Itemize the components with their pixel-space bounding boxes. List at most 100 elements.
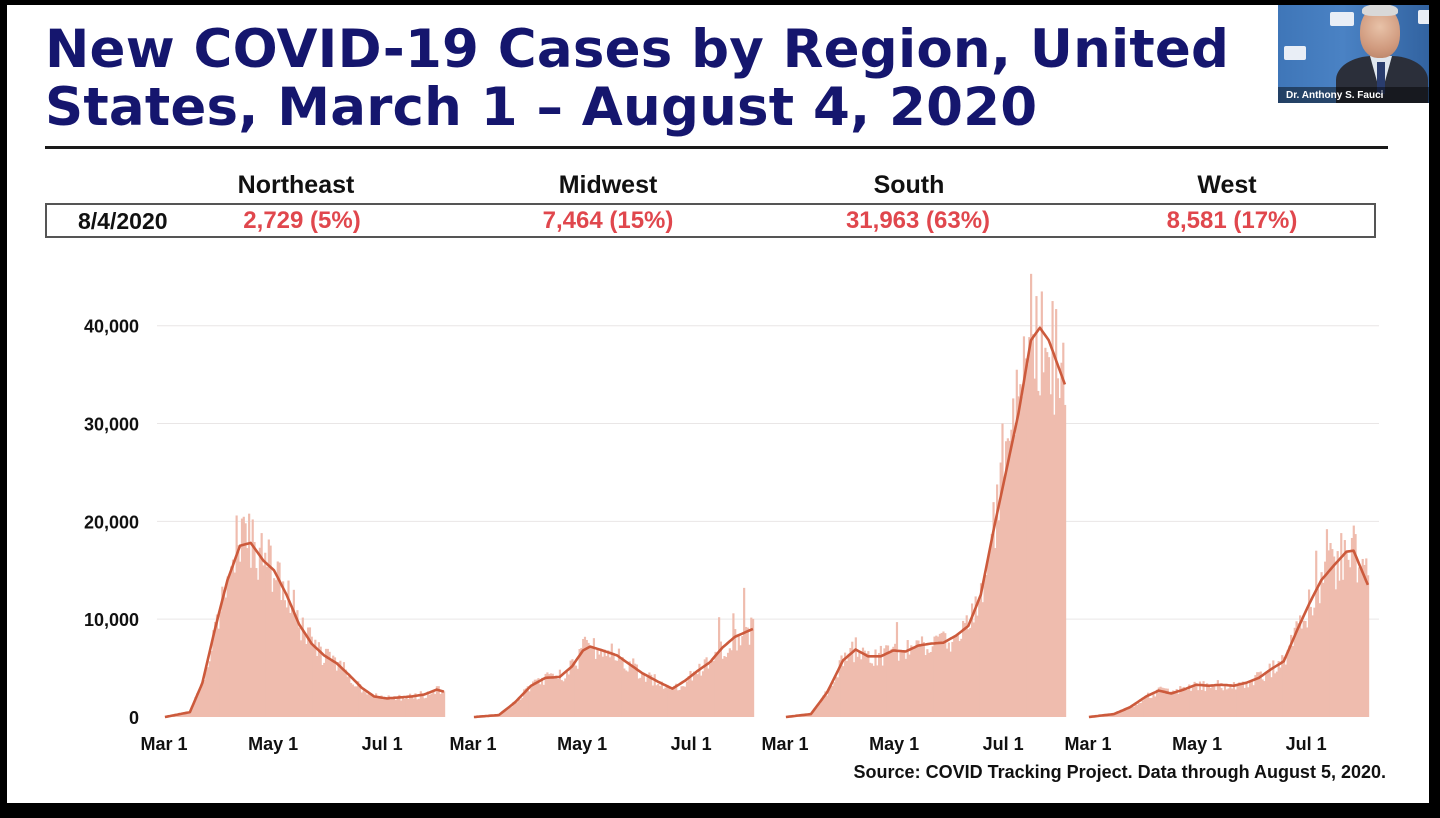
daily-bar: [276, 561, 279, 717]
daily-bar: [401, 697, 405, 717]
daily-bar: [1352, 525, 1355, 717]
daily-bar: [867, 651, 870, 717]
daily-bar: [1290, 634, 1293, 717]
daily-bar: [659, 686, 662, 717]
daily-bar: [641, 673, 644, 717]
daily-bar: [333, 657, 337, 717]
daily-bar: [1134, 702, 1137, 717]
daily-bar: [499, 713, 503, 717]
daily-bar: [1354, 534, 1357, 717]
daily-bar: [539, 684, 542, 717]
daily-bar: [651, 685, 655, 717]
daily-bar: [403, 698, 406, 717]
daily-bar: [380, 695, 383, 717]
daily-bar: [1248, 680, 1252, 717]
daily-bar: [845, 660, 848, 717]
daily-bar: [1365, 558, 1368, 717]
daily-bar: [260, 533, 263, 717]
daily-bar: [1359, 566, 1363, 717]
daily-bar: [874, 649, 877, 717]
daily-bar: [851, 641, 854, 717]
daily-bar: [601, 656, 604, 717]
daily-bar: [676, 690, 680, 717]
daily-bar: [251, 519, 254, 717]
daily-bar: [1138, 703, 1141, 717]
daily-bar: [1015, 369, 1018, 717]
daily-bar: [630, 665, 633, 717]
daily-bar: [235, 515, 238, 717]
average-line: [785, 326, 1067, 719]
average-line: [473, 627, 754, 719]
daily-bar: [582, 639, 585, 717]
daily-bar: [253, 542, 256, 717]
daily-bar: [1150, 697, 1153, 717]
daily-bar: [838, 660, 841, 717]
daily-bar: [894, 643, 897, 717]
daily-bar: [971, 603, 974, 717]
daily-bar: [963, 622, 967, 717]
daily-bar: [1004, 441, 1008, 717]
daily-bar: [1188, 684, 1191, 717]
daily-bar: [842, 666, 845, 717]
daily-bar: [282, 581, 285, 717]
daily-bar: [935, 635, 938, 717]
daily-bar: [714, 651, 717, 717]
daily-bar: [430, 693, 433, 717]
daily-bar: [521, 697, 524, 717]
daily-bar: [385, 697, 388, 717]
daily-bar: [1245, 683, 1248, 717]
x-tick-label: Mar 1: [449, 734, 496, 754]
daily-bar: [1236, 685, 1239, 717]
daily-bar: [1003, 480, 1006, 717]
webcam-logo-sign: [1418, 10, 1429, 24]
daily-bar: [1274, 673, 1277, 717]
daily-bar: [183, 712, 186, 717]
daily-bar: [526, 686, 529, 717]
daily-bar: [532, 681, 535, 717]
daily-bar: [1343, 540, 1346, 717]
daily-bar: [1204, 691, 1207, 717]
daily-bar: [646, 677, 649, 717]
daily-bar: [1333, 556, 1336, 717]
summary-value-northeast: 2,729 (5%): [243, 207, 361, 234]
daily-bar: [987, 558, 990, 717]
daily-bar: [1159, 686, 1162, 717]
daily-bar: [394, 700, 397, 717]
source-note: Source: COVID Tracking Project. Data thr…: [853, 762, 1386, 782]
daily-bar: [598, 654, 601, 717]
daily-bar: [721, 658, 724, 717]
daily-bar: [364, 692, 367, 717]
daily-bar: [913, 647, 916, 717]
daily-bar: [1010, 429, 1013, 717]
daily-bar: [367, 693, 371, 717]
daily-bar: [712, 660, 715, 717]
daily-bar: [506, 709, 510, 717]
daily-bar: [290, 607, 294, 717]
daily-bar: [344, 669, 347, 717]
daily-bar: [357, 681, 360, 717]
region-header-west: West: [1197, 171, 1257, 199]
daily-bar: [1033, 378, 1036, 717]
daily-bar: [226, 576, 229, 717]
daily-bar: [1307, 589, 1311, 717]
daily-bar: [1129, 706, 1132, 717]
daily-bar: [750, 617, 753, 717]
daily-bar: [210, 650, 213, 717]
region-panel-midwest: Mar 1 May 1 Jul 1: [449, 587, 755, 754]
daily-bar: [969, 627, 972, 717]
daily-bar: [635, 664, 638, 717]
daily-bar: [707, 668, 710, 717]
daily-bar: [567, 674, 570, 717]
daily-bar: [945, 648, 949, 717]
daily-bar: [407, 699, 410, 717]
daily-bar: [698, 663, 701, 717]
daily-bar: [967, 629, 970, 717]
daily-bar: [1113, 714, 1116, 717]
daily-bar: [523, 689, 526, 717]
daily-bar: [744, 626, 748, 717]
webcam-caption-bar: [1278, 87, 1429, 103]
daily-bar: [517, 697, 520, 717]
daily-bar: [1209, 687, 1212, 717]
daily-bar: [508, 707, 511, 717]
daily-bar: [1177, 693, 1180, 717]
